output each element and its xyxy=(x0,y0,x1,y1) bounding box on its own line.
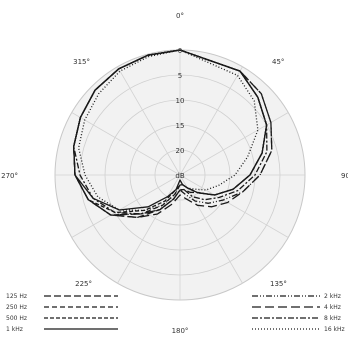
polar-spoke xyxy=(117,66,181,176)
radial-tick-label: 20 xyxy=(176,147,185,155)
angle-label: 135° xyxy=(270,280,287,288)
angle-label: 225° xyxy=(75,280,92,288)
angle-label: 315° xyxy=(73,58,90,66)
legend-label: 4 kHz xyxy=(324,304,341,311)
polar-spoke xyxy=(179,112,289,176)
polar-spoke xyxy=(179,174,289,238)
polar-spoke xyxy=(71,174,181,238)
legend-label: 1 kHz xyxy=(6,326,23,333)
legend-label: 16 kHz xyxy=(324,326,345,333)
polar-grid xyxy=(54,49,306,301)
polar-spoke xyxy=(179,174,243,284)
radial-tick-label: 5 xyxy=(178,72,182,80)
legend-label: 2 kHz xyxy=(324,293,341,300)
legend: 125 Hz 250 Hz 500 Hz 1 kHz 2 kHz 4 kHz 8 kHz 16… xyxy=(6,293,345,333)
legend-label: 125 Hz xyxy=(6,293,27,300)
angle-label: 0° xyxy=(176,12,184,20)
angle-label: 180° xyxy=(172,327,189,335)
legend-label: 250 Hz xyxy=(6,304,27,311)
angle-label: 90 xyxy=(341,172,348,180)
radial-tick-label: 10 xyxy=(176,97,185,105)
radial-tick-label: 15 xyxy=(176,122,185,130)
radial-tick-label: 0 xyxy=(178,47,182,55)
legend-label: 8 kHz xyxy=(324,315,341,322)
series-line-8-khz xyxy=(73,49,268,215)
axis-labels: 0 5 10 15 20 dB 0° 45° 90 135° 180° 225° 270° 315° xyxy=(1,12,348,335)
angle-label: 45° xyxy=(272,58,284,66)
radial-tick-label: dB xyxy=(175,172,184,180)
polar-spoke xyxy=(71,112,181,176)
polar-spoke xyxy=(117,174,181,284)
polar-spoke xyxy=(179,66,243,176)
legend-label: 500 Hz xyxy=(6,315,27,322)
series-lines xyxy=(73,49,273,219)
angle-label: 270° xyxy=(1,172,18,180)
